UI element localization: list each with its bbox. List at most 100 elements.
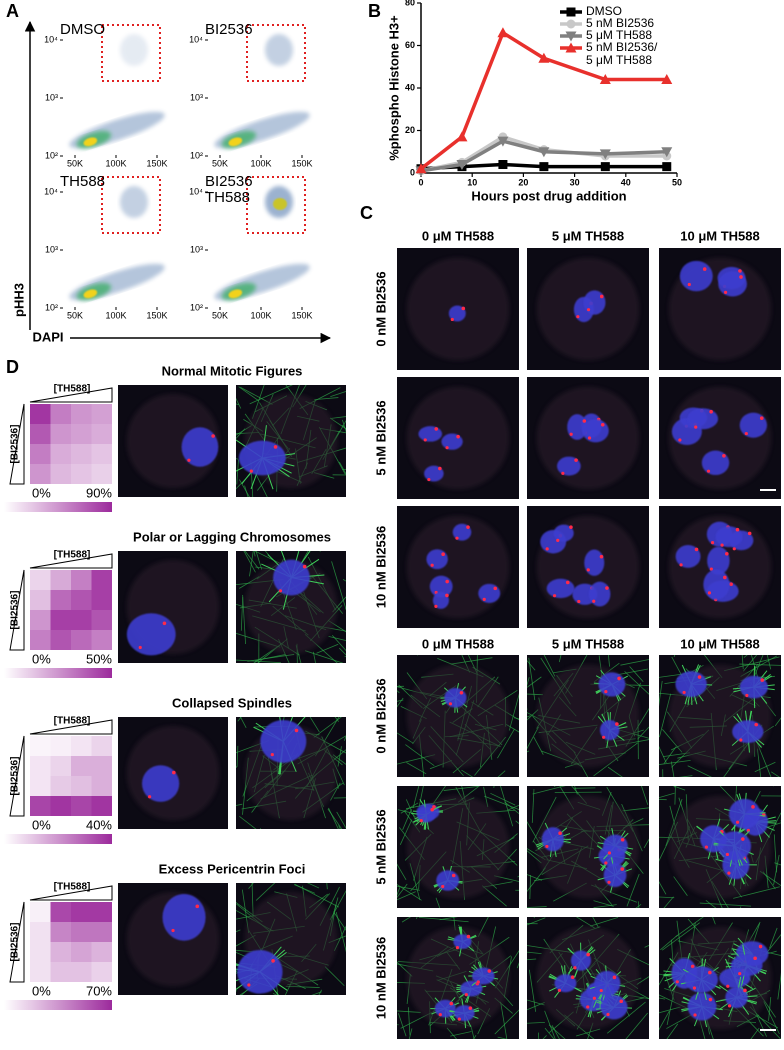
centrosome [171,928,175,933]
centrosome [430,807,435,812]
filament [236,459,239,485]
gradient-triangle [29,885,113,901]
heatmap-cell [50,796,71,816]
filament [527,874,543,881]
point [415,163,427,174]
filament [311,991,322,995]
filament [304,650,343,663]
point [599,149,611,160]
legend-label: DMSO [586,5,622,18]
chromatin [687,992,717,1021]
centrosome [586,308,591,312]
filament [254,472,268,497]
heatmap-cell [30,962,51,982]
cell-body [244,559,338,655]
centrosome [278,589,283,593]
filament [766,655,772,670]
panel-label: C [360,203,373,223]
heatmap-cell [50,424,71,444]
heatmap-cell [91,464,112,484]
filament [544,1027,555,1039]
centrosome [709,409,713,414]
centrosome [692,986,697,990]
filament [558,655,562,663]
heatmap-cell [71,796,92,816]
centrosome [448,702,453,706]
filament [543,655,556,677]
chromatin [739,675,768,699]
centrosome [682,690,686,695]
panel-label: D [6,357,19,377]
filament [327,808,343,829]
filament [739,663,781,666]
filament [527,951,542,954]
heatmap-cell [91,736,112,756]
heatmap-cell [91,902,112,922]
filament [244,551,260,570]
filament [763,822,781,829]
gradient-triangle [29,719,113,735]
micrograph-content [659,655,781,777]
point [538,52,550,63]
chromatin [472,967,495,985]
centrosome [187,458,191,462]
centrosome [612,975,617,980]
filament [538,1032,540,1039]
heatmap-cell [91,404,112,424]
row-header: 0 nM BI2536 [373,678,388,753]
centrosome [709,567,713,571]
scale-max: 40% [86,817,112,832]
filament [507,804,519,811]
filament [635,904,642,908]
y-tick-label: 10² [190,150,203,160]
filament [508,693,519,731]
filament [777,972,781,1000]
x-tick-label: 100K [250,310,271,320]
centrosome [744,431,748,436]
filament [527,999,545,1006]
centrosome [574,458,578,462]
filament [337,746,342,767]
heatmap-cell [50,942,71,962]
centrosome [434,604,438,609]
micrograph-content [406,515,510,619]
x-tick-label: 50K [212,310,228,320]
chromatin [453,934,472,949]
heatmap-cell [71,942,92,962]
gate [101,24,161,82]
centrosome [558,831,562,836]
chromatin [717,831,752,861]
centrosome [441,552,445,557]
centrosome [556,538,560,542]
centrosome [727,1004,732,1008]
filament [743,655,758,672]
filament [659,693,672,738]
y-tick-label: 10⁴ [189,34,203,44]
centrosome [708,997,713,1002]
micrograph-content [126,725,220,821]
gradient-triangle [29,553,113,569]
centrosome [729,582,733,587]
centrosome [273,445,278,449]
filament [659,792,675,799]
centrosome [675,980,679,984]
filament [757,748,762,777]
centrosome [552,594,557,598]
filament [674,786,676,805]
filament [606,1001,646,1034]
x-tick-label: 150K [291,158,312,168]
y-label: [BI2536] [10,425,21,464]
filament [575,917,595,929]
centrosome [545,844,549,849]
centrosome [723,290,728,294]
filament [504,801,519,815]
centrosome [620,867,625,871]
centrosome [464,992,468,997]
heatmap-cell [71,736,92,756]
chromatin [732,720,764,743]
heatmap-cell [30,444,51,464]
density-core [228,289,243,299]
y-axis-label: %phospho Histone H3+ [386,15,401,161]
density-core [83,289,98,299]
centrosome [615,722,619,726]
